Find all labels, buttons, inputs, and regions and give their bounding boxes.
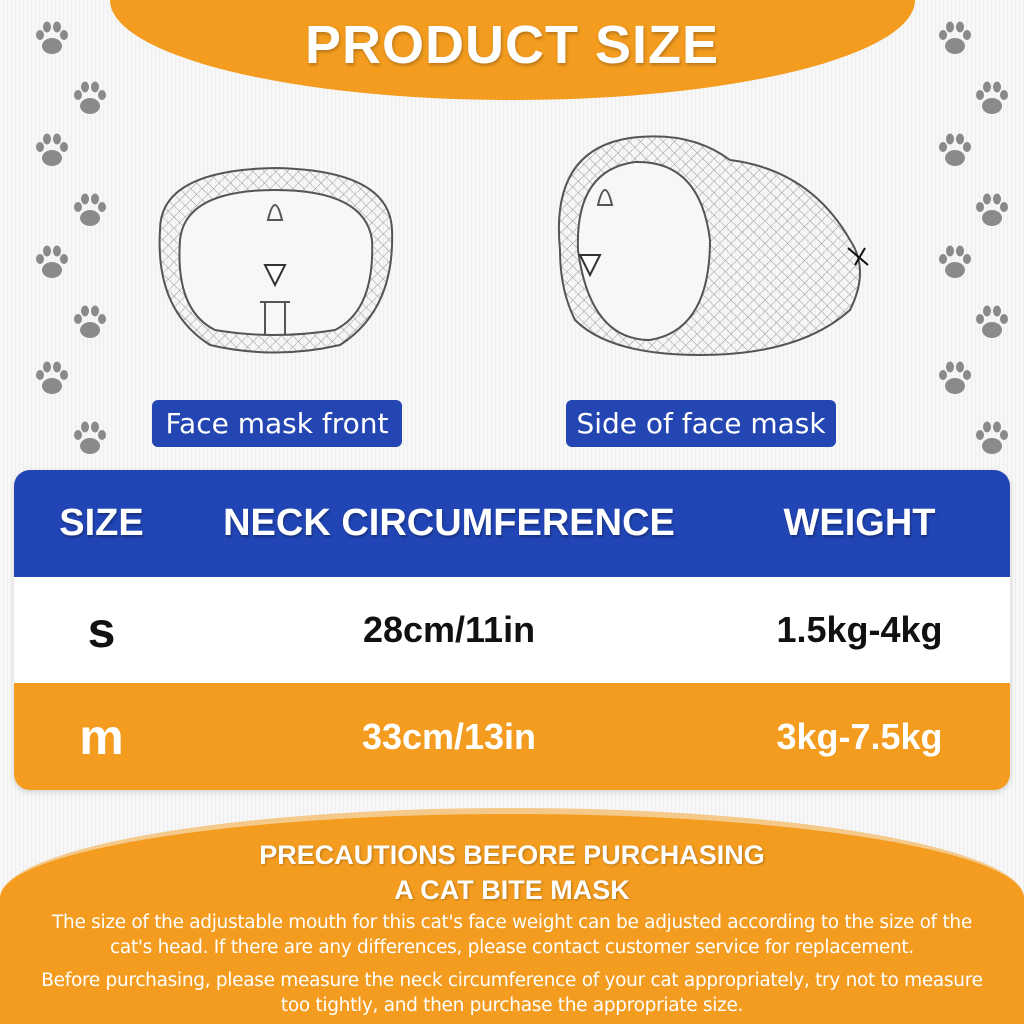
- label-face-mask-front: Face mask front: [152, 400, 402, 447]
- header-neck-circumference: NECK CIRCUMFERENCE: [223, 502, 675, 544]
- precautions-heading-line2: A CAT BITE MASK: [394, 875, 630, 905]
- paw-print-icon: [972, 78, 1012, 118]
- paw-print-icon: [32, 18, 72, 58]
- paw-print-icon: [972, 302, 1012, 342]
- page-title: PRODUCT SIZE: [304, 15, 720, 75]
- header-weight: WEIGHT: [783, 502, 936, 544]
- paw-print-icon: [70, 302, 110, 342]
- paw-print-icon: [972, 418, 1012, 458]
- precautions-paragraph2-line2: too tightly, and then purchase the appro…: [280, 995, 744, 1016]
- cell-size: s: [87, 602, 116, 658]
- cell-size: m: [79, 708, 124, 765]
- cell-weight: 1.5kg-4kg: [776, 609, 943, 650]
- paw-print-icon: [935, 18, 975, 58]
- cell-neck: 28cm/11in: [362, 609, 536, 650]
- label-side-of-face-mask: Side of face mask: [566, 400, 836, 447]
- table-row: s 28cm/11in 1.5kg-4kg: [14, 577, 1010, 683]
- precautions-paragraph1-line1: The size of the adjustable mouth for thi…: [52, 912, 972, 933]
- paw-print-icon: [935, 358, 975, 398]
- paw-print-icon: [935, 242, 975, 282]
- paw-print-icon: [70, 418, 110, 458]
- paw-print-icon: [972, 190, 1012, 230]
- precautions-paragraph2-line1: Before purchasing, please measure the ne…: [41, 970, 983, 991]
- table-header: SIZE NECK CIRCUMFERENCE WEIGHT: [14, 470, 1010, 577]
- paw-print-icon: [32, 358, 72, 398]
- paw-print-icon: [70, 190, 110, 230]
- cell-weight: 3kg-7.5kg: [776, 715, 943, 757]
- precautions-heading-line1: PRECAUTIONS BEFORE PURCHASING: [259, 840, 765, 870]
- table-row: m 33cm/13in 3kg-7.5kg: [14, 683, 1010, 790]
- mask-front-illustration: [158, 166, 394, 354]
- header-size: SIZE: [59, 502, 144, 544]
- paw-print-icon: [935, 130, 975, 170]
- paw-print-icon: [32, 130, 72, 170]
- paw-print-icon: [32, 242, 72, 282]
- precautions-banner: [0, 808, 1024, 1024]
- size-table: SIZE NECK CIRCUMFERENCE WEIGHT s 28cm/11…: [14, 470, 1010, 790]
- paw-print-icon: [70, 78, 110, 118]
- cell-neck: 33cm/13in: [361, 715, 537, 757]
- mask-side-illustration: [557, 135, 869, 357]
- precautions-paragraph1-line2: cat's head. If there are any differences…: [110, 937, 914, 958]
